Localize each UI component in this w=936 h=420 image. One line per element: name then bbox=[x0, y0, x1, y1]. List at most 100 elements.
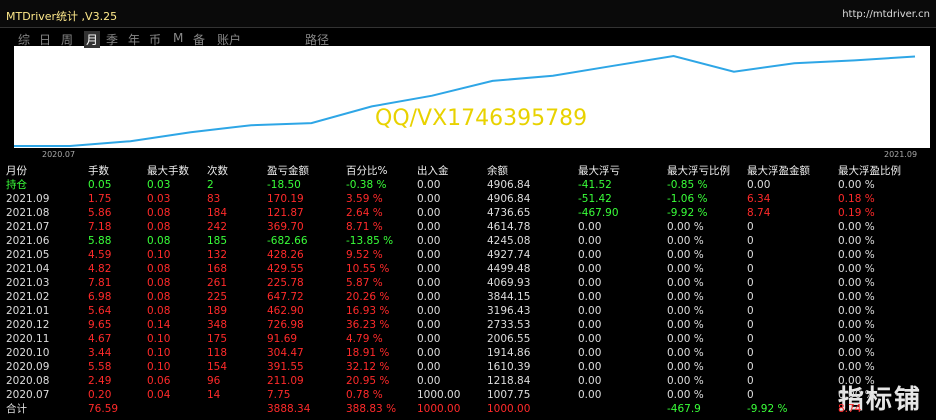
table-cell: 184 bbox=[207, 207, 228, 219]
table-cell: 0.00 % bbox=[838, 333, 875, 345]
table-cell: 647.72 bbox=[267, 291, 304, 303]
table-cell: 0.04 bbox=[147, 389, 171, 401]
table-cell: 0.00 % bbox=[838, 179, 875, 191]
table-cell: 5.86 bbox=[88, 207, 112, 219]
table-cell: 0.08 bbox=[147, 291, 171, 303]
table-cell: 0.08 bbox=[147, 263, 171, 275]
table-cell: 2733.53 bbox=[487, 319, 531, 331]
table-cell: 0.00 bbox=[417, 347, 441, 359]
table-cell: 18.91 % bbox=[346, 347, 390, 359]
table-cell: -0.38 % bbox=[346, 179, 387, 191]
table-cell: -9.92 % bbox=[747, 403, 788, 415]
table-cell: 1610.39 bbox=[487, 361, 531, 373]
watermark: QQ/VX1746395789 bbox=[375, 106, 588, 131]
tab[interactable]: 日 bbox=[39, 33, 52, 47]
row-label: 2020.09 bbox=[6, 361, 50, 373]
table-cell: 0.00 bbox=[578, 221, 602, 233]
table-cell: 0.00 % bbox=[838, 235, 875, 247]
table-cell: 175 bbox=[207, 333, 228, 345]
table-cell: 0.08 bbox=[147, 277, 171, 289]
site-url[interactable]: http://mtdriver.cn bbox=[842, 9, 930, 20]
table-cell: 0.00 bbox=[578, 291, 602, 303]
table-cell: 2.49 bbox=[88, 375, 112, 387]
table-cell: 0.08 bbox=[147, 235, 171, 247]
row-label: 合计 bbox=[6, 403, 27, 415]
table-cell: 36.23 % bbox=[346, 319, 390, 331]
table-cell: 0.08 bbox=[147, 305, 171, 317]
tab[interactable]: 周 bbox=[61, 33, 74, 47]
tab[interactable]: 币 bbox=[149, 33, 162, 47]
table-cell: 0.03 bbox=[147, 193, 171, 205]
column-header: 最大浮盈金额 bbox=[747, 165, 810, 177]
table-cell: 225 bbox=[207, 291, 228, 303]
tab[interactable]: 路径 bbox=[305, 33, 330, 47]
table-cell: 2006.55 bbox=[487, 333, 531, 345]
table-cell: 0.00 % bbox=[667, 235, 704, 247]
table-cell: 0.00 bbox=[417, 221, 441, 233]
table-cell: 0.00 % bbox=[667, 263, 704, 275]
equity-line bbox=[14, 54, 916, 147]
tab[interactable]: 备 bbox=[193, 33, 206, 47]
table-cell: 0.00 bbox=[417, 263, 441, 275]
row-label: 2021.01 bbox=[6, 305, 50, 317]
table-cell: 4614.78 bbox=[487, 221, 531, 233]
table-cell: 0.00 bbox=[417, 291, 441, 303]
table-cell: 348 bbox=[207, 319, 228, 331]
tab[interactable]: 月 bbox=[84, 31, 101, 48]
table-cell: 132 bbox=[207, 249, 228, 261]
table-cell: 4927.74 bbox=[487, 249, 531, 261]
table-cell: 0.00 % bbox=[838, 291, 875, 303]
table-cell: 4736.65 bbox=[487, 207, 531, 219]
tab[interactable]: 综 bbox=[18, 33, 31, 47]
table-cell: 0.00 bbox=[578, 347, 602, 359]
table-cell: 8.74 bbox=[747, 207, 771, 219]
table-cell: 0.00 % bbox=[667, 249, 704, 261]
table-cell: -1.06 % bbox=[667, 193, 708, 205]
table-cell: 0 bbox=[747, 375, 754, 387]
tab[interactable]: 年 bbox=[128, 33, 141, 47]
table-cell: 0.00 bbox=[417, 179, 441, 191]
row-label: 2020.11 bbox=[6, 333, 50, 345]
table-cell: 242 bbox=[207, 221, 228, 233]
table-cell: 1000.00 bbox=[417, 403, 461, 415]
table-cell: 0.00 bbox=[578, 361, 602, 373]
table-cell: 369.70 bbox=[267, 221, 304, 233]
row-label: 持仓 bbox=[6, 179, 27, 191]
table-cell: 7.75 bbox=[267, 389, 291, 401]
stamp: 指标铺 bbox=[837, 385, 922, 415]
table-cell: 388.83 % bbox=[346, 403, 397, 415]
table-cell: 0.00 % bbox=[667, 319, 704, 331]
table-cell: 1914.86 bbox=[487, 347, 531, 359]
table-cell: 5.87 % bbox=[346, 277, 383, 289]
table-cell: 0.78 % bbox=[346, 389, 383, 401]
column-header: 次数 bbox=[207, 165, 228, 177]
table-cell: 0.00 bbox=[578, 235, 602, 247]
table-cell: 0.00 % bbox=[667, 375, 704, 387]
table-cell: 0.00 bbox=[578, 319, 602, 331]
table-cell: 1007.75 bbox=[487, 389, 531, 401]
table-cell: -0.85 % bbox=[667, 179, 708, 191]
table-cell: 0.00 bbox=[417, 375, 441, 387]
table-cell: 0.00 bbox=[578, 277, 602, 289]
row-label: 2021.08 bbox=[6, 207, 50, 219]
row-label: 2020.07 bbox=[6, 389, 50, 401]
table-cell: 14 bbox=[207, 389, 221, 401]
row-label: 2021.05 bbox=[6, 249, 50, 261]
table-cell: 0.05 bbox=[88, 179, 112, 191]
table-cell: 6.34 bbox=[747, 193, 771, 205]
tab[interactable]: M bbox=[173, 31, 184, 45]
table-cell: 0.00 bbox=[578, 305, 602, 317]
tab[interactable]: 账户 bbox=[217, 33, 242, 47]
table-cell: 304.47 bbox=[267, 347, 304, 359]
column-header: 百分比% bbox=[346, 165, 388, 177]
tab[interactable]: 季 bbox=[106, 33, 119, 47]
table-cell: 391.55 bbox=[267, 361, 304, 373]
table-cell: 0.00 bbox=[417, 277, 441, 289]
table-cell: 0.00 % bbox=[838, 389, 875, 401]
table-cell: 10.55 % bbox=[346, 263, 390, 275]
table-cell: 0.00 bbox=[578, 263, 602, 275]
table-cell: 0.19 % bbox=[838, 207, 875, 219]
table-cell: 168 bbox=[207, 263, 228, 275]
table-cell: 16.93 % bbox=[346, 305, 390, 317]
table-cell: 0.00 % bbox=[667, 361, 704, 373]
